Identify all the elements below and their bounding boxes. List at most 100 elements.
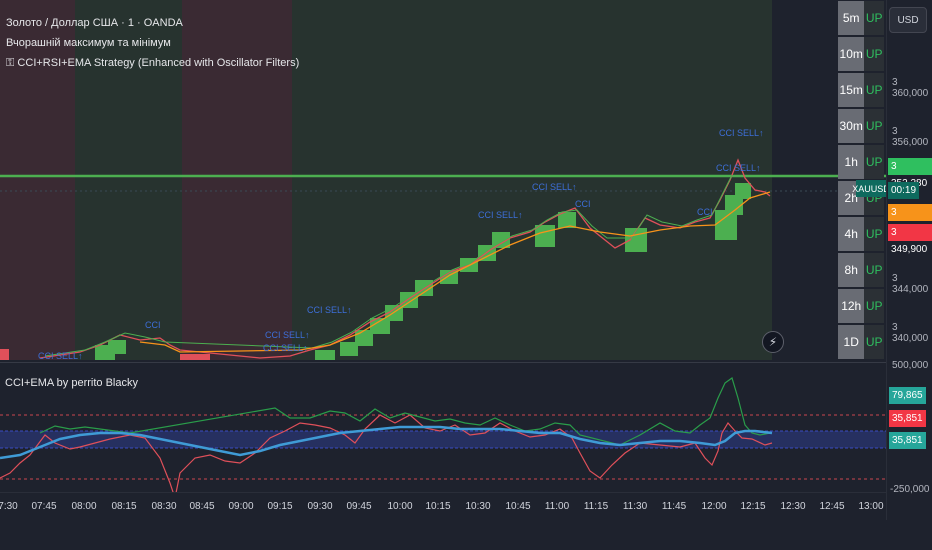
cci-sell-marker: CCI SELL↑ [263, 343, 308, 353]
osc-axis-top-label: 500,000 [892, 360, 929, 371]
session-band [292, 0, 772, 360]
ema-osc-line [0, 425, 773, 460]
cci-sell-marker: CCI SELL↑ [478, 210, 523, 220]
tf-status: UP [864, 73, 884, 107]
cci-sell-marker: CCI SELL↑ [532, 182, 577, 192]
time-label: 12:00 [701, 501, 727, 512]
osc-axis-bottom-label: -250,000 [890, 484, 930, 495]
tf-label: 1D [838, 325, 865, 359]
time-label: 09:15 [267, 501, 293, 512]
tf-status: UP [864, 145, 884, 179]
price-axis-label: 3 356,000 [892, 126, 929, 148]
tf-label: 15m [838, 73, 865, 107]
time-label: 09:30 [307, 501, 333, 512]
price-candles-green [44, 174, 733, 357]
time-label: 13:00 [858, 501, 884, 512]
time-label: 12:15 [740, 501, 766, 512]
session-band [182, 0, 292, 360]
osc-band [0, 431, 886, 448]
time-label: 08:30 [151, 501, 177, 512]
tf-label: 1h [838, 145, 865, 179]
volume-bar [0, 349, 9, 360]
tf-row: 30m UP [838, 108, 884, 144]
countdown-tag: 00:19 [888, 182, 920, 199]
tf-label: 12h [838, 289, 865, 323]
oscillator-pane[interactable]: CCI+EMA by perrito Blacky [0, 362, 886, 492]
main-chart-pane[interactable]: CCI SELL↑ CCI SELL↑ CCI SELL↑ CCI SELL↑ … [0, 0, 886, 360]
time-label: 08:00 [71, 501, 97, 512]
indicator-strategy[interactable]: ⚿ CCI+RSI+EMA Strategy (Enhanced with Os… [6, 57, 300, 69]
tf-row: 12h UP [838, 288, 884, 324]
time-label: 11:45 [661, 501, 687, 512]
cci-sell-marker: CCI SELL↑ [307, 305, 352, 315]
cci-green-line [39, 377, 771, 446]
price-axis-label: 3 340,000 [892, 322, 929, 344]
time-label: 10:15 [425, 501, 451, 512]
time-label: 09:00 [228, 501, 254, 512]
oscillator-title[interactable]: CCI+EMA by perrito Blacky [5, 377, 138, 389]
chart-legend: Золото / Доллар США · 1 · OANDA Вчорашні… [6, 13, 299, 73]
time-label: 7:30 [0, 501, 18, 512]
ema-line [139, 191, 771, 353]
cci-sell-marker: CCI SELL↑ [719, 128, 764, 138]
cci-marker: CCI [145, 320, 161, 330]
tf-status: UP [864, 217, 884, 251]
session-band [0, 0, 75, 360]
signal-blocks [95, 183, 751, 360]
tf-status: UP [864, 289, 884, 323]
price-axis-label: 3 360,000 [892, 77, 929, 99]
yesterday-high-tag: 3 352,280 [888, 158, 932, 189]
tf-label: 5m [838, 1, 865, 35]
volume-bar [180, 354, 210, 360]
oscillator-svg [0, 377, 886, 492]
cci-line [0, 414, 773, 492]
symbol-tag: XAUUSD [852, 180, 886, 197]
time-label: 08:45 [189, 501, 215, 512]
osc-value-tag: 35,851 [889, 432, 926, 449]
last-price-tag: 3 350,919 [888, 204, 932, 235]
tf-status: UP [864, 325, 884, 359]
price-axis-label: 3 344,000 [892, 273, 929, 295]
time-label: 11:15 [583, 501, 609, 512]
time-label: 08:15 [111, 501, 137, 512]
currency-button[interactable]: USD [889, 7, 927, 33]
tf-row: 15m UP [838, 72, 884, 108]
cci-marker: CCI [697, 207, 713, 217]
tf-label: 10m [838, 37, 865, 71]
indicator-yesterday-hl[interactable]: Вчорашній максимум та мінімум [6, 37, 171, 49]
time-label: 10:00 [387, 501, 413, 512]
tf-row: 1h UP [838, 144, 884, 180]
time-label: 10:30 [465, 501, 491, 512]
tf-row: 5m UP [838, 0, 884, 36]
tf-status: UP [864, 109, 884, 143]
session-band [75, 0, 182, 360]
tf-label: 8h [838, 253, 865, 287]
tf-row: 10m UP [838, 36, 884, 72]
price-chart-svg [0, 158, 886, 360]
time-label: 09:45 [346, 501, 372, 512]
symbol-title[interactable]: Золото / Доллар США · 1 · OANDA [6, 17, 183, 29]
tf-row: 1D UP [838, 324, 884, 360]
osc-value-tag: 35,851 [889, 410, 926, 427]
cci-sell-marker: CCI SELL↑ [265, 330, 310, 340]
cci-sell-marker: CCI SELL↑ [716, 163, 761, 173]
yesterday-low-tag: 3 349,900 [888, 224, 932, 255]
time-label: 07:45 [31, 501, 57, 512]
lightning-icon[interactable]: ⚡ [762, 331, 784, 353]
tf-label: 30m [838, 109, 865, 143]
time-axis[interactable]: 7:30 07:45 08:00 08:15 08:30 08:45 09:00… [0, 492, 886, 550]
time-label: 12:45 [819, 501, 845, 512]
tf-row: 8h UP [838, 252, 884, 288]
timeframe-table: 5m UP 10m UP 15m UP 30m UP 1h UP 2h UP 4h UP 8h… [838, 0, 884, 360]
tf-status: UP [864, 1, 884, 35]
cci-sell-marker: CCI SELL↑ [38, 351, 83, 360]
time-label: 10:45 [505, 501, 531, 512]
tf-status: UP [864, 37, 884, 71]
time-label: 12:30 [780, 501, 806, 512]
osc-value-tag: 79,865 [889, 387, 926, 404]
tf-row: 4h UP [838, 216, 884, 252]
time-label: 11:00 [544, 501, 570, 512]
tf-label: 4h [838, 217, 865, 251]
time-label: 11:30 [622, 501, 648, 512]
tf-status: UP [864, 253, 884, 287]
